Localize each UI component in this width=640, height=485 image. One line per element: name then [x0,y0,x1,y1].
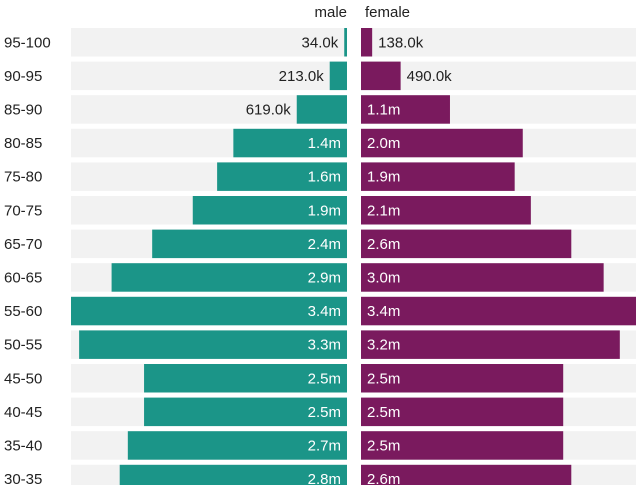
bar-female [361,28,373,57]
bar-male [127,431,347,460]
value-label-female: 1.1m [367,101,400,118]
header-male: male [314,4,347,21]
row-background-female [361,61,636,91]
age-group-label: 45-50 [4,370,42,387]
bar-male [233,128,347,158]
value-label-male: 213.0k [279,68,325,85]
row-background-male [71,28,347,57]
bar-female [361,162,515,191]
bar-female [361,229,572,259]
row-background-male [71,61,347,91]
value-label-female: 2.5m [367,437,400,454]
bar-male [111,263,348,292]
value-label-female: 2.6m [367,236,400,253]
age-group-label: 30-35 [4,471,42,485]
bar-female [361,364,564,393]
age-group-label: 35-40 [4,437,42,454]
value-label-male: 34.0k [302,34,339,51]
value-label-male: 1.4m [308,135,341,152]
bar-female [361,296,636,326]
age-group-label: 55-60 [4,303,42,320]
bar-female [361,61,401,91]
age-group-label: 65-70 [4,236,42,253]
age-group-label: 50-55 [4,337,42,354]
value-label-female: 2.5m [367,404,400,421]
value-label-male: 2.4m [308,236,341,253]
value-label-male: 2.9m [308,269,341,286]
bar-male [144,364,347,393]
row-background-female [361,28,636,57]
bar-male [329,61,347,91]
value-label-female: 2.0m [367,135,400,152]
bar-male [79,330,347,359]
bar-female [361,263,604,292]
bar-male [152,229,347,259]
value-label-male: 619.0k [246,101,292,118]
bar-female [361,464,572,485]
value-label-male: 1.6m [308,169,341,186]
value-label-male: 2.5m [308,404,341,421]
value-label-female: 1.9m [367,169,400,186]
age-group-label: 75-80 [4,169,42,186]
value-label-female: 3.2m [367,337,400,354]
age-group-label: 70-75 [4,202,42,219]
bar-male [217,162,347,191]
value-label-male: 3.4m [308,303,341,320]
bar-female [361,196,531,225]
age-group-label: 40-45 [4,404,42,421]
age-group-label: 80-85 [4,135,42,152]
bar-female [361,397,564,427]
bar-male [144,397,347,427]
age-group-label: 60-65 [4,269,42,286]
age-group-label: 95-100 [4,34,51,51]
value-label-female: 138.0k [378,34,424,51]
bar-female [361,330,620,359]
bar-male [344,28,347,57]
value-label-male: 3.3m [308,337,341,354]
bar-male [119,464,348,485]
value-label-female: 2.5m [367,370,400,387]
value-label-female: 3.0m [367,269,400,286]
bar-female [361,95,450,124]
age-group-label: 90-95 [4,68,42,85]
bar-female [361,431,564,460]
value-label-male: 1.9m [308,202,341,219]
age-group-label: 85-90 [4,101,42,118]
value-label-male: 2.7m [308,437,341,454]
bar-female [361,128,523,158]
value-label-male: 2.5m [308,370,341,387]
chart-rows: 95-100 34.0k 138.0k 90-95 213.0k 490.0k 85-90 6… [4,28,636,485]
value-label-female: 3.4m [367,303,400,320]
value-label-female: 2.1m [367,202,400,219]
header-female: female [365,4,410,21]
value-label-female: 490.0k [407,68,453,85]
value-label-male: 2.8m [308,471,341,485]
bar-male [71,296,347,326]
bar-male [296,95,347,124]
value-label-female: 2.6m [367,471,400,485]
bar-male [192,196,347,225]
